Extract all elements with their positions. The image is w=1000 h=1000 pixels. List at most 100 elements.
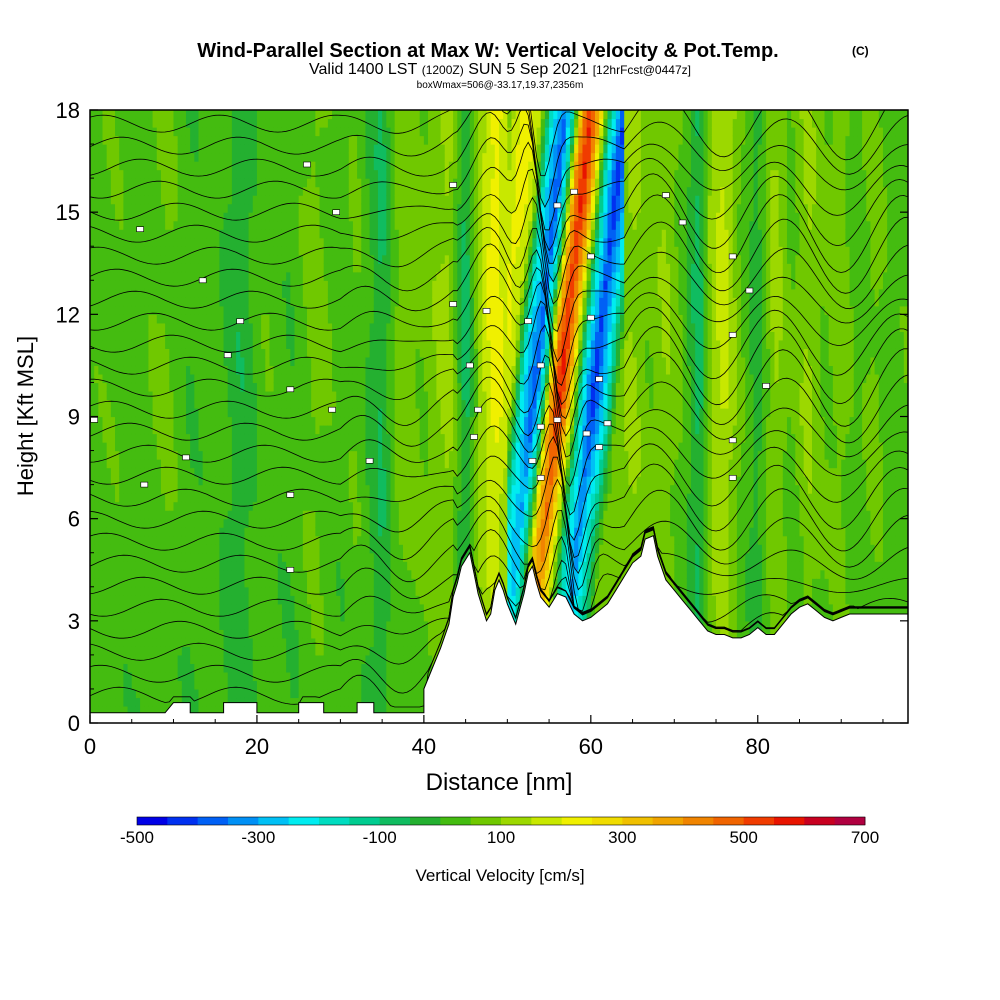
- field-cell: [198, 399, 204, 409]
- field-cell: [140, 178, 145, 188]
- field-cell: [173, 459, 179, 469]
- field-cell: [223, 476, 229, 486]
- field-cell: [336, 144, 341, 154]
- field-cell: [115, 595, 120, 605]
- field-cell: [269, 169, 275, 179]
- field-cell: [156, 561, 162, 571]
- field-cell: [240, 271, 246, 281]
- field-cell: [261, 680, 266, 690]
- field-cell: [290, 450, 296, 460]
- field-cell: [236, 416, 241, 426]
- field-cell: [227, 407, 233, 418]
- field-cell: [90, 595, 95, 605]
- field-cell: [348, 127, 354, 137]
- field-cell: [181, 127, 187, 137]
- field-cell: [252, 527, 258, 537]
- field-cell: [144, 152, 150, 162]
- field-cell: [340, 297, 346, 307]
- field-cell: [373, 237, 379, 247]
- field-cell: [281, 433, 287, 443]
- field-cell: [369, 314, 375, 324]
- field-cell: [223, 629, 229, 639]
- field-cell: [156, 322, 162, 332]
- field-cell: [115, 586, 120, 596]
- field-cell: [340, 110, 346, 120]
- field-cell: [340, 331, 346, 341]
- field-cell: [348, 569, 354, 579]
- field-cell: [140, 135, 145, 145]
- field-cell: [261, 305, 266, 315]
- field-cell: [365, 288, 371, 298]
- field-cell: [319, 348, 325, 358]
- field-cell: [298, 373, 304, 384]
- field-cell: [240, 535, 246, 545]
- field-cell: [311, 212, 316, 222]
- field-cell: [185, 552, 191, 562]
- field-cell: [286, 416, 291, 426]
- field-cell: [277, 263, 283, 273]
- field-cell: [369, 305, 375, 315]
- field-cell: [169, 365, 175, 375]
- field-cell: [244, 373, 250, 384]
- field-cell: [219, 178, 225, 188]
- field-cell: [165, 263, 170, 273]
- field-cell: [340, 688, 346, 699]
- field-cell: [181, 629, 187, 639]
- field-cell: [315, 595, 321, 605]
- field-cell: [348, 246, 354, 256]
- field-cell: [298, 646, 304, 656]
- field-cell: [198, 365, 204, 375]
- field-cell: [298, 493, 304, 503]
- field-cell: [181, 331, 187, 341]
- field-cell: [340, 178, 346, 188]
- field-cell: [160, 399, 166, 409]
- field-cell: [177, 561, 183, 571]
- field-cell: [119, 365, 124, 375]
- field-cell: [135, 637, 141, 647]
- field-cell: [219, 535, 225, 545]
- field-cell: [169, 212, 175, 222]
- field-cell: [290, 297, 296, 307]
- field-cell: [165, 535, 170, 545]
- field-cell: [365, 544, 371, 554]
- field-cell: [152, 467, 158, 477]
- field-cell: [373, 203, 379, 213]
- field-cell: [261, 390, 266, 401]
- field-cell: [344, 705, 350, 716]
- field-cell: [269, 612, 275, 622]
- field-cell: [261, 467, 266, 477]
- field-cell: [181, 195, 187, 205]
- field-cell: [244, 382, 250, 392]
- field-cell: [348, 212, 354, 222]
- field-cell: [131, 501, 137, 511]
- field-cell: [115, 263, 120, 273]
- field-cell: [236, 322, 241, 332]
- field-cell: [336, 620, 341, 630]
- field-cell: [269, 663, 275, 673]
- field-cell: [106, 212, 112, 222]
- field-cell: [131, 365, 137, 375]
- field-cell: [94, 382, 99, 392]
- field-cell: [294, 586, 300, 596]
- field-cell: [160, 544, 166, 554]
- field-cell: [169, 595, 175, 605]
- field-cell: [165, 399, 170, 409]
- field-cell: [206, 271, 212, 281]
- field-cell: [265, 637, 271, 647]
- field-cell: [194, 586, 200, 596]
- field-cell: [244, 578, 250, 588]
- field-cell: [98, 169, 104, 179]
- field-cell: [290, 459, 296, 469]
- field-cell: [106, 178, 112, 188]
- field-cell: [185, 220, 191, 230]
- field-cell: [373, 688, 379, 699]
- field-cell: [315, 561, 321, 571]
- field-cell: [127, 535, 133, 545]
- field-cell: [190, 688, 195, 699]
- field-cell: [102, 178, 108, 188]
- field-cell: [140, 144, 145, 154]
- field-cell: [261, 110, 266, 120]
- field-cell: [190, 169, 195, 179]
- field-cell: [211, 518, 216, 528]
- field-cell: [236, 135, 241, 145]
